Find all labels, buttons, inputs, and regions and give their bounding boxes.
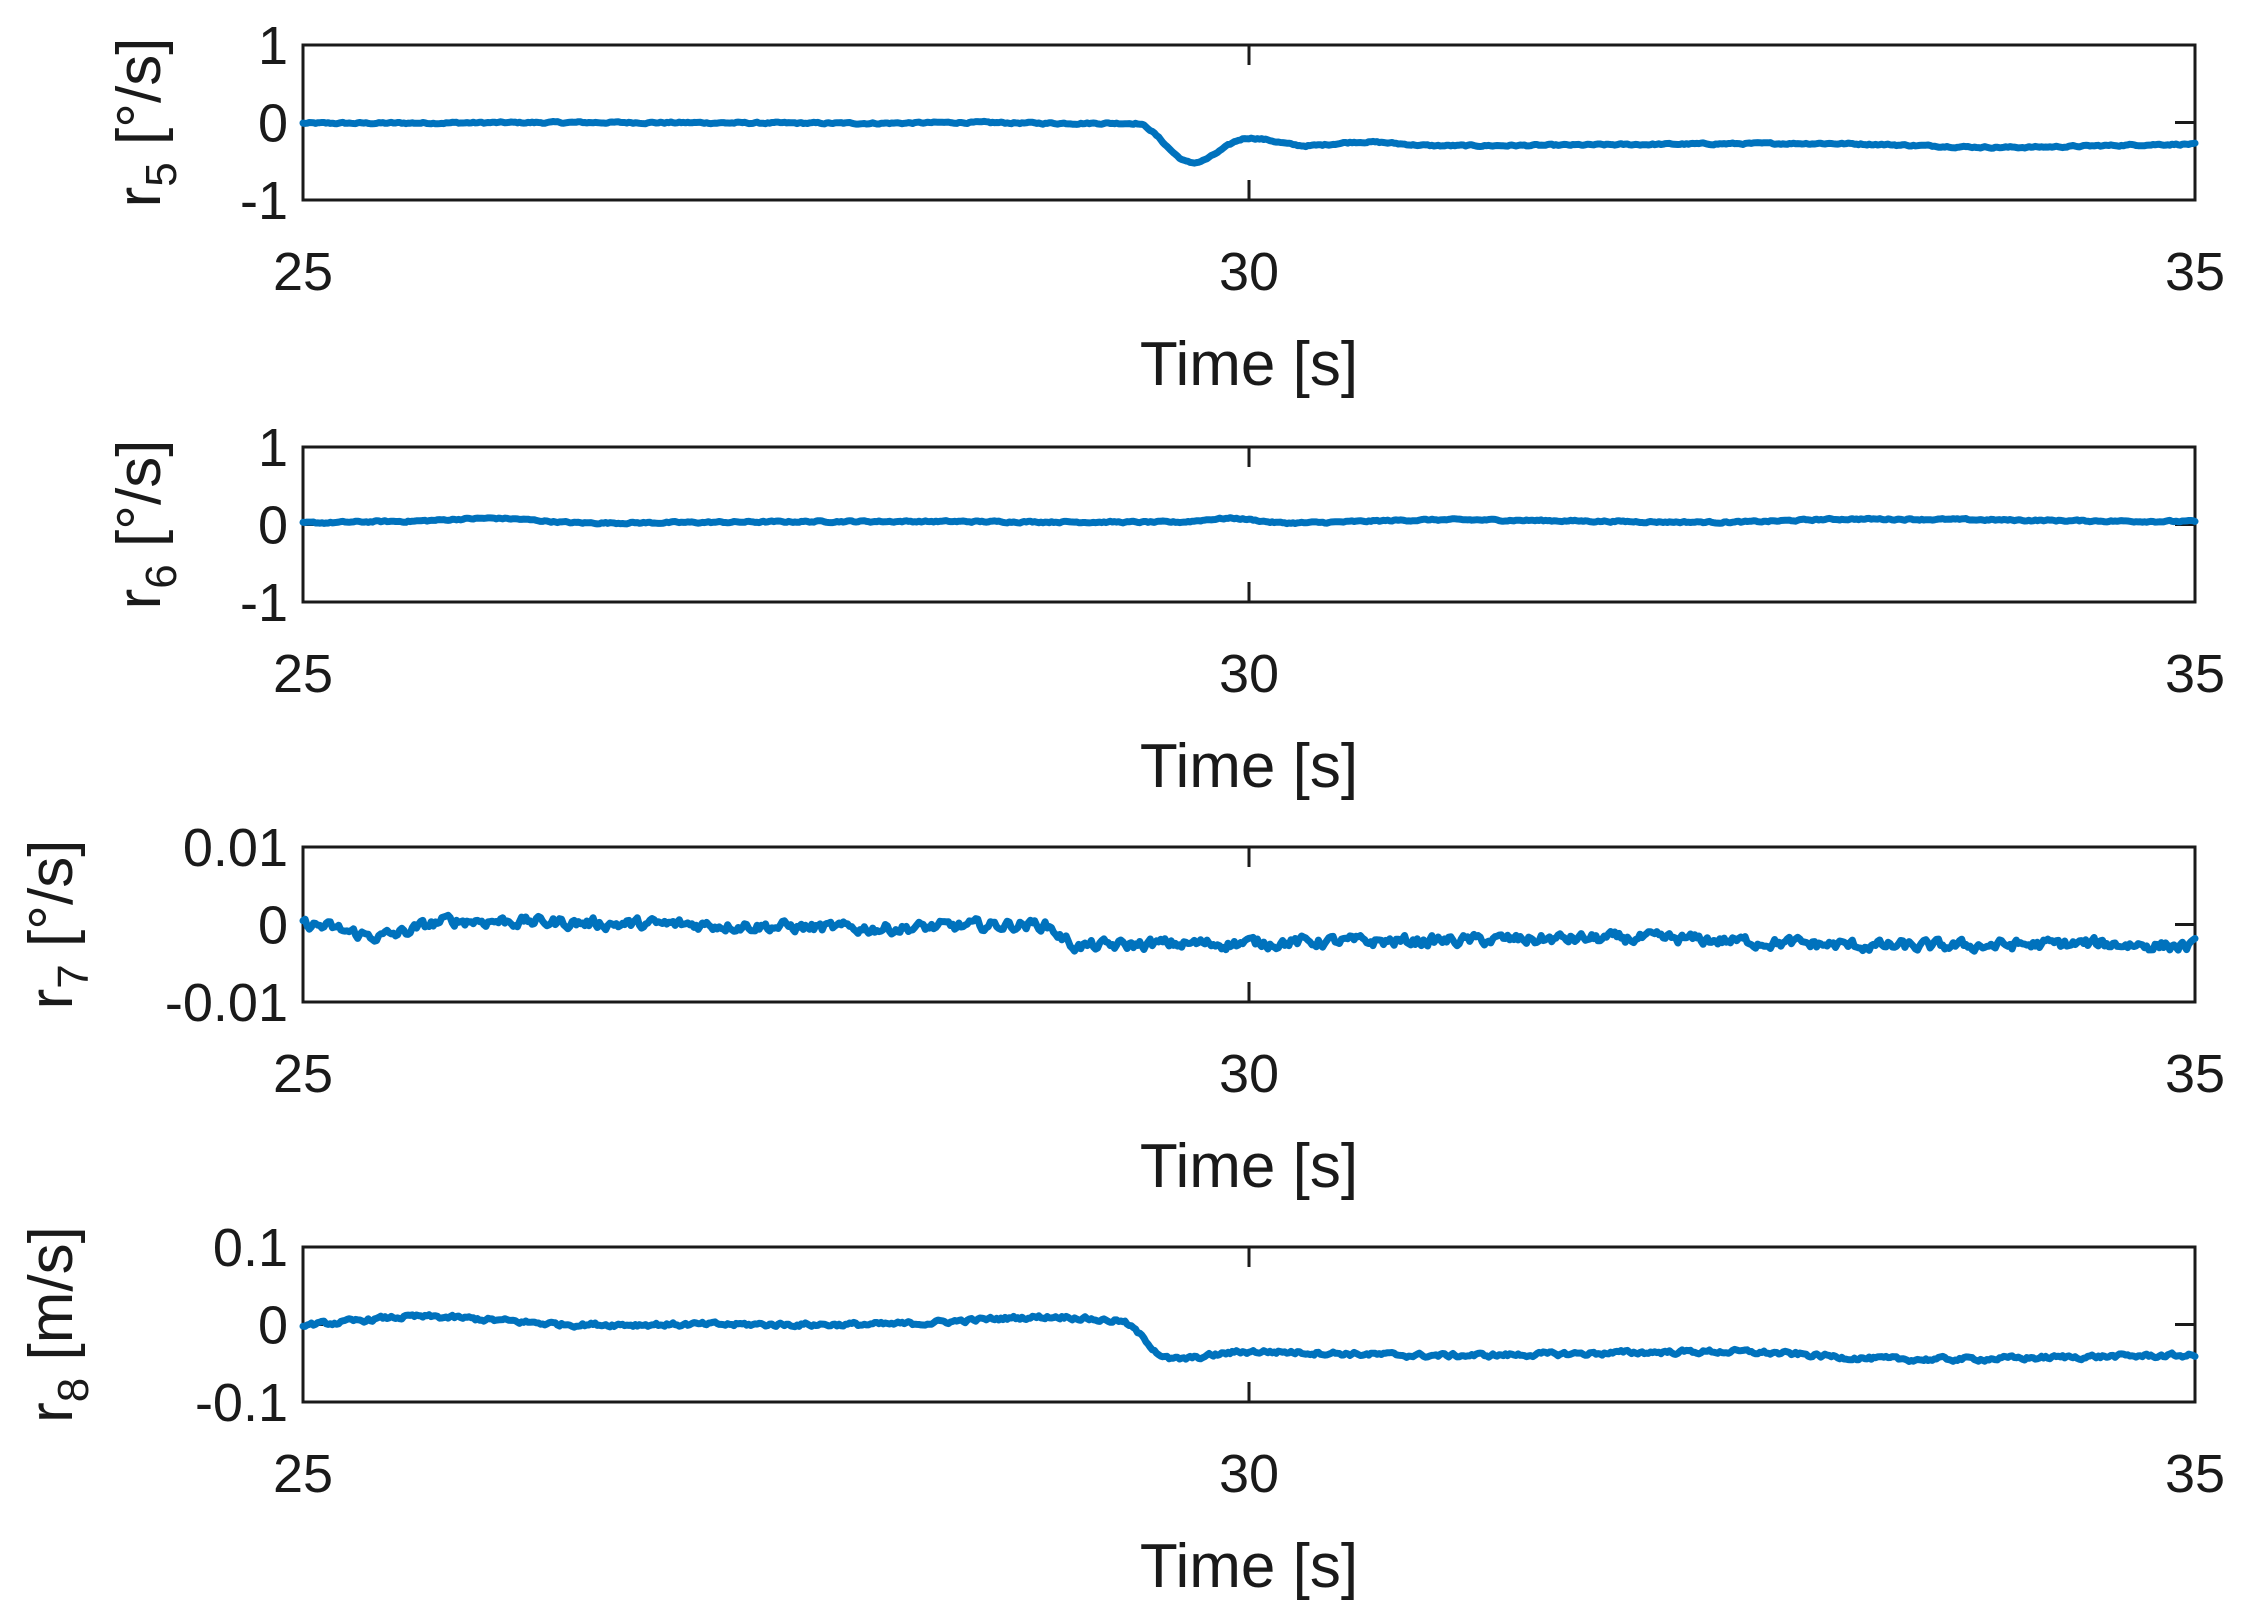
y-tick-label: -0.1 [195, 1373, 288, 1433]
y-label-subscript: 5 [137, 162, 186, 186]
y-tick-label: 0 [258, 94, 288, 154]
x-axis-label: Time [s] [1140, 1132, 1358, 1201]
x-tick-label: 30 [1219, 242, 1279, 302]
y-label-unit: [°/s] [105, 38, 174, 163]
x-tick-label: 35 [2165, 644, 2225, 704]
y-label-unit: [°/s] [105, 440, 174, 565]
y-tick-labels: 0.01 0 -0.01 [165, 818, 288, 1033]
x-tick-label: 25 [273, 1444, 333, 1504]
y-tick-label: -0.01 [165, 973, 288, 1033]
r7-series-line [299, 911, 2199, 955]
subplot-r6: 1 0 -1 25 30 35 Time [s] r6 [°/s] [105, 418, 2225, 801]
y-tick-label: 1 [258, 16, 288, 76]
y-tick-label: -1 [240, 573, 288, 633]
x-ticks [301, 847, 2197, 1002]
x-axis-label: Time [s] [1140, 330, 1358, 399]
y-tick-label: 0 [258, 1296, 288, 1356]
y-label-unit: [m/s] [17, 1226, 86, 1378]
y-label-unit: [°/s] [17, 840, 86, 965]
y-label-main: r [105, 187, 174, 208]
x-ticks [301, 1247, 2197, 1402]
x-ticks [301, 45, 2197, 200]
x-tick-label: 30 [1219, 1044, 1279, 1104]
y-label-subscript: 6 [137, 564, 186, 588]
x-tick-label: 30 [1219, 1444, 1279, 1504]
x-tick-labels: 25 30 35 [273, 1444, 2225, 1504]
x-tick-label: 35 [2165, 242, 2225, 302]
y-axis-label: r5 [°/s] [105, 38, 186, 208]
r5-series-line [299, 117, 2199, 167]
x-tick-label: 35 [2165, 1444, 2225, 1504]
x-axis-label: Time [s] [1140, 1532, 1358, 1601]
y-tick-labels: 0.1 0 -0.1 [195, 1218, 288, 1433]
y-axis-label: r7 [°/s] [17, 840, 98, 1010]
y-tick-label: 0 [258, 496, 288, 556]
x-tick-label: 30 [1219, 644, 1279, 704]
x-tick-labels: 25 30 35 [273, 644, 2225, 704]
r8-series-line [299, 1311, 2199, 1365]
y-tick-labels: 1 0 -1 [240, 418, 288, 633]
x-tick-label: 25 [273, 644, 333, 704]
y-tick-label: 1 [258, 418, 288, 478]
y-label-main: r [17, 1402, 86, 1423]
x-axis-label: Time [s] [1140, 732, 1358, 801]
y-tick-labels: 1 0 -1 [240, 16, 288, 231]
y-tick-label: 0.01 [183, 818, 288, 878]
x-tick-label: 25 [273, 1044, 333, 1104]
y-label-subscript: 8 [49, 1378, 98, 1402]
y-tick-label: 0.1 [213, 1218, 288, 1278]
x-ticks [301, 447, 2197, 602]
r6-series-line [299, 514, 2199, 528]
y-label-subscript: 7 [49, 964, 98, 988]
y-tick-label: 0 [258, 896, 288, 956]
x-tick-label: 35 [2165, 1044, 2225, 1104]
y-label-main: r [17, 989, 86, 1010]
x-tick-labels: 25 30 35 [273, 242, 2225, 302]
x-tick-labels: 25 30 35 [273, 1044, 2225, 1104]
y-axis-label: r6 [°/s] [105, 440, 186, 610]
subplot-r8: 0.1 0 -0.1 25 30 35 Time [s] r8 [m/s] [17, 1218, 2225, 1601]
x-tick-label: 25 [273, 242, 333, 302]
subplot-r5: 1 0 -1 25 30 35 Time [s] r5 [°/s] [105, 16, 2225, 399]
y-label-main: r [105, 589, 174, 610]
y-tick-label: -1 [240, 171, 288, 231]
y-axis-label: r8 [m/s] [17, 1226, 98, 1423]
y-ticks [303, 1245, 2195, 1404]
subplot-r7: 0.01 0 -0.01 25 30 35 Time [s] r7 [°/s] [17, 818, 2225, 1201]
